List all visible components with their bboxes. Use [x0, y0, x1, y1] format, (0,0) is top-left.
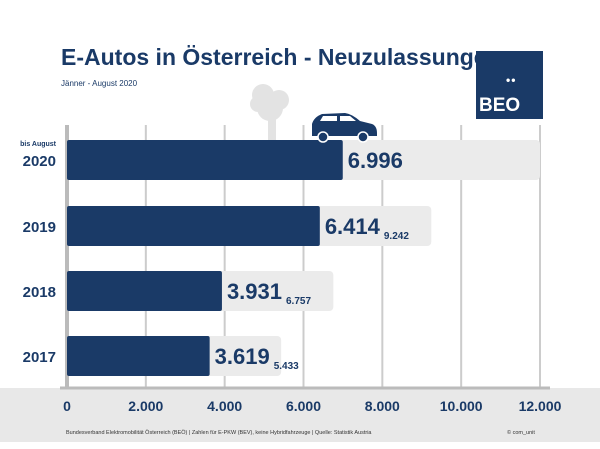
- x-tick-label: 10.000: [440, 398, 483, 414]
- beo-logo: •• BEO: [476, 51, 543, 119]
- category-note: bis August: [20, 141, 57, 148]
- x-tick-label: 6.000: [286, 398, 321, 414]
- footer-band: [0, 388, 600, 442]
- tree-icon: [250, 96, 266, 112]
- car-icon: [312, 113, 377, 143]
- x-tick-label: 2.000: [128, 398, 163, 414]
- chart-subtitle: Jänner - August 2020: [61, 79, 138, 88]
- total-label: 9.242: [384, 231, 409, 242]
- x-tick-label: 0: [63, 398, 71, 414]
- chart-title: E-Autos in Österreich - Neuzulassungen: [61, 44, 501, 70]
- copyright: © com_unit: [507, 430, 535, 436]
- value-bar: [67, 271, 222, 311]
- logo-text: BEO: [479, 95, 521, 116]
- total-label: 6.757: [286, 296, 311, 307]
- category-label: 2020: [23, 153, 56, 170]
- x-tick-label: 12.000: [519, 398, 562, 414]
- value-bar: [67, 336, 210, 376]
- total-label: 5.433: [274, 361, 299, 372]
- source-note: Bundesverband Elektromobilität Österreic…: [66, 430, 372, 436]
- value-label: 6.414: [325, 214, 381, 239]
- value-bar: [67, 206, 320, 246]
- value-label: 3.931: [227, 279, 282, 304]
- category-label: 2018: [23, 284, 56, 301]
- value-label: 6.996: [348, 148, 403, 173]
- x-tick-label: 4.000: [207, 398, 242, 414]
- category-label: 2019: [23, 219, 56, 236]
- category-label: 2017: [23, 349, 56, 366]
- x-tick-label: 8.000: [365, 398, 400, 414]
- value-label: 3.619: [215, 344, 270, 369]
- logo-dots: ••: [506, 73, 517, 87]
- value-bar: [67, 140, 343, 180]
